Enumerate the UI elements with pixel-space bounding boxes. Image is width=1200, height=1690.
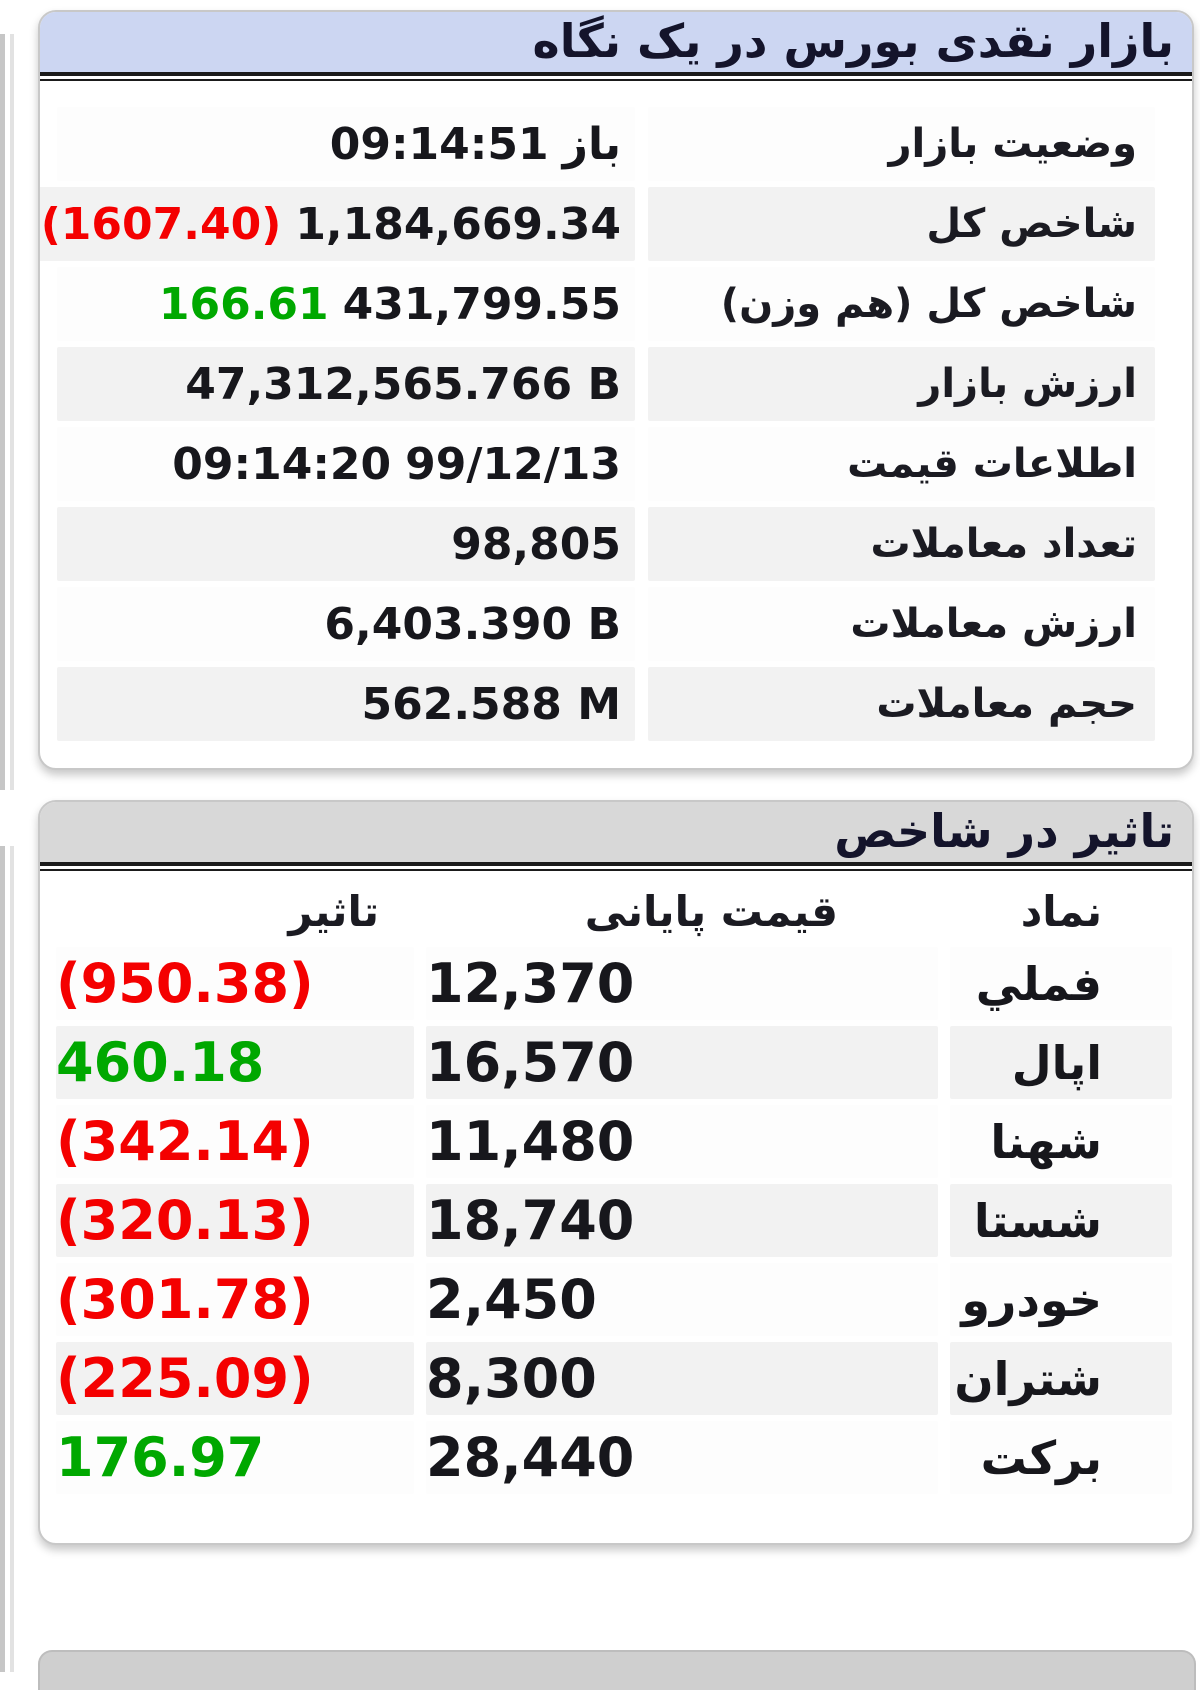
row-value: 99/12/13 09:14:20 [57,427,635,501]
table-row: برکت 28,440 176.97 [56,1421,1172,1494]
impact-cell: (342.14) [56,1105,414,1178]
table-row: ارزش معاملات 6,403.390 B [57,587,1155,661]
value-part: 09:14:20 [172,438,392,490]
row-label: تعداد معاملات [648,507,1155,581]
value-part: 47,312,565.766 B [185,358,621,410]
close-price-cell: 2,450 [426,1263,938,1336]
row-value: 562.588 M [57,667,635,741]
symbol-cell[interactable]: شتران [950,1342,1172,1415]
close-price-cell: 11,480 [426,1105,938,1178]
column-header-close-price: قیمت پایانی [584,886,838,936]
impact-cell: 176.97 [56,1421,414,1494]
table-row: اطلاعات قیمت 99/12/13 09:14:20 [57,427,1155,501]
table-row: ارزش بازار 47,312,565.766 B [57,347,1155,421]
table-row: فملي 12,370 (950.38) [56,947,1172,1020]
header-underline [40,72,1192,81]
header-underline [40,862,1192,871]
index-impact-title: تاثیر در شاخص [834,804,1174,858]
value-part: 6,403.390 B [324,598,621,650]
table-row: اپال 16,570 460.18 [56,1026,1172,1099]
row-label: ارزش بازار [648,347,1155,421]
impact-cell: (225.09) [56,1342,414,1415]
row-value: 47,312,565.766 B [57,347,635,421]
row-label: حجم معاملات [648,667,1155,741]
row-label: اطلاعات قیمت [648,427,1155,501]
table-row: خودرو 2,450 (301.78) [56,1263,1172,1336]
close-price-cell: 28,440 [426,1421,938,1494]
row-value: 1,184,669.34 (1607.40) [40,187,635,261]
cropped-neighbor-panel-edge [0,846,14,1672]
value-part: 99/12/13 [405,438,621,490]
table-row: حجم معاملات 562.588 M [57,667,1155,741]
next-panel-header-partial [38,1650,1196,1690]
table-row: شاخص کل (هم وزن) 431,799.55 166.61 [57,267,1155,341]
symbol-cell[interactable]: خودرو [950,1263,1172,1336]
column-header-symbol: نماد [1020,886,1102,936]
symbol-cell[interactable]: فملي [950,947,1172,1020]
value-part: باز [562,118,621,170]
impact-cell: (950.38) [56,947,414,1020]
close-price-cell: 16,570 [426,1026,938,1099]
column-header-impact: تاثیر [288,886,379,936]
impact-table-body: فملي 12,370 (950.38) اپال 16,570 460.18 … [56,947,1172,1494]
symbol-cell[interactable]: اپال [950,1026,1172,1099]
value-part: 431,799.55 [342,278,621,330]
row-label: شاخص کل (هم وزن) [648,267,1155,341]
impact-table-header-row: نماد قیمت پایانی تاثیر [60,879,1172,943]
table-row: وضعیت بازار باز 09:14:51 [57,107,1155,181]
row-value: 6,403.390 B [57,587,635,661]
table-row: تعداد معاملات 98,805 [57,507,1155,581]
market-overview-table: وضعیت بازار باز 09:14:51 شاخص کل 1,184,66… [40,81,1192,741]
row-label: شاخص کل [648,187,1155,261]
symbol-cell[interactable]: شستا [950,1184,1172,1257]
table-row: شهنا 11,480 (342.14) [56,1105,1172,1178]
index-impact-header: تاثیر در شاخص [40,802,1192,862]
table-row: شستا 18,740 (320.13) [56,1184,1172,1257]
row-label: وضعیت بازار [648,107,1155,181]
symbol-cell[interactable]: شهنا [950,1105,1172,1178]
market-overview-panel: بازار نقدی بورس در یک نگاه وضعیت بازار ب… [38,10,1194,770]
index-impact-panel: تاثیر در شاخص نماد قیمت پایانی تاثیر فمل… [38,800,1194,1545]
market-overview-title: بازار نقدی بورس در یک نگاه [532,14,1174,68]
impact-cell: (320.13) [56,1184,414,1257]
value-part: 562.588 M [361,678,621,730]
market-overview-header: بازار نقدی بورس در یک نگاه [40,12,1192,72]
table-row: شاخص کل 1,184,669.34 (1607.40) [40,187,1155,261]
value-part: 166.61 [158,278,329,330]
value-part: 09:14:51 [329,118,549,170]
row-label: ارزش معاملات [648,587,1155,661]
value-part: 98,805 [451,518,621,570]
impact-cell: 460.18 [56,1026,414,1099]
close-price-cell: 12,370 [426,947,938,1020]
cropped-neighbor-panel-edge [0,34,14,790]
row-value: 431,799.55 166.61 [57,267,635,341]
close-price-cell: 8,300 [426,1342,938,1415]
row-value: 98,805 [57,507,635,581]
table-row: شتران 8,300 (225.09) [56,1342,1172,1415]
symbol-cell[interactable]: برکت [950,1421,1172,1494]
impact-cell: (301.78) [56,1263,414,1336]
index-impact-table: نماد قیمت پایانی تاثیر فملي 12,370 (950.… [40,871,1192,1494]
row-value: باز 09:14:51 [57,107,635,181]
value-part: 1,184,669.34 [295,198,621,250]
close-price-cell: 18,740 [426,1184,938,1257]
value-part: (1607.40) [40,198,282,250]
